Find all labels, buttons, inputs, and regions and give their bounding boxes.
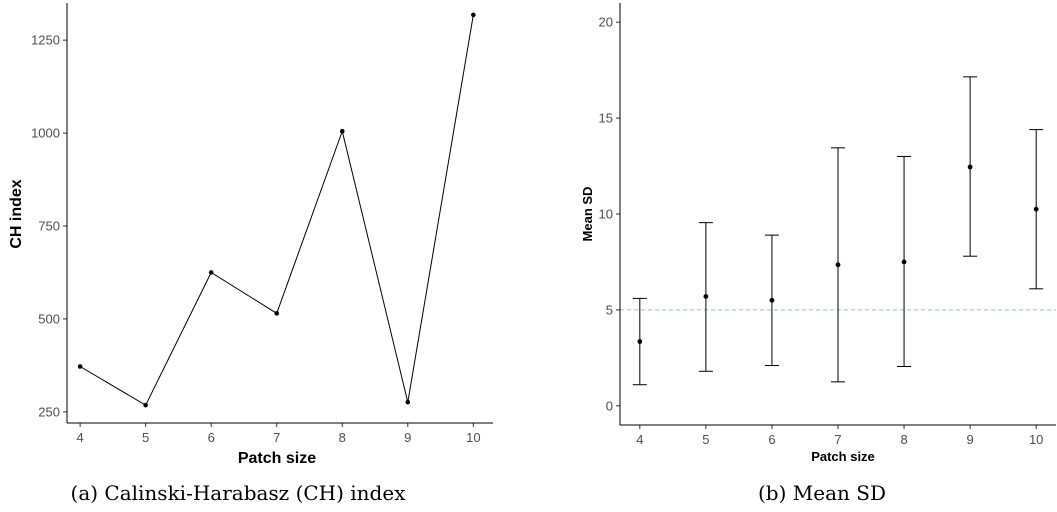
sd-x-tick-label: 7 bbox=[834, 432, 841, 447]
mean-sd-point bbox=[769, 297, 775, 303]
ch-x-tick-label: 5 bbox=[142, 430, 149, 445]
ch-x-tick-label: 6 bbox=[208, 430, 215, 445]
panel-a: 4 5 6 7 8 9 10 250 500 750 1000 1250 Patch size CH … bbox=[8, 3, 493, 505]
mean-sd-point bbox=[967, 164, 973, 170]
ch-y-tick-label: 1000 bbox=[31, 126, 60, 141]
ch-y-tick-label: 500 bbox=[38, 311, 60, 326]
ch-x-tick-label: 8 bbox=[339, 430, 346, 445]
panel-b: 4 5 6 7 8 9 10 0 5 10 15 20 Patch size Mean SD (b) … bbox=[580, 3, 1056, 505]
sd-x-tick-label: 10 bbox=[1029, 432, 1043, 447]
sd-x-tick-label: 8 bbox=[900, 432, 907, 447]
ch-data-point bbox=[143, 402, 148, 408]
mean-sd-point bbox=[703, 294, 709, 299]
mean-sd-point bbox=[637, 339, 643, 344]
ch-data-point bbox=[405, 399, 411, 405]
ch-data-point bbox=[274, 311, 280, 316]
sd-y-tick-label: 10 bbox=[599, 207, 613, 222]
ch-x-tick-label: 4 bbox=[76, 430, 83, 445]
sd-y-tick-label: 5 bbox=[606, 302, 613, 317]
sd-x-axis-title: Patch size bbox=[811, 449, 875, 464]
ch-y-axis-title: CH index bbox=[8, 179, 25, 248]
mean-sd-errorbar-chart: 4 5 6 7 8 9 10 0 5 10 15 20 bbox=[599, 15, 1056, 447]
sd-y-axis-title: Mean SD bbox=[580, 187, 595, 242]
ch-data-point bbox=[471, 12, 476, 18]
sd-x-tick-label: 6 bbox=[768, 432, 775, 447]
ch-y-tick-label: 750 bbox=[38, 219, 60, 234]
ch-x-tick-label: 10 bbox=[466, 430, 480, 445]
ch-data-point bbox=[77, 364, 83, 369]
sd-y-tick-label: 0 bbox=[606, 398, 613, 413]
sd-y-tick-label: 15 bbox=[599, 111, 613, 126]
ch-y-tick-label: 1250 bbox=[31, 33, 60, 48]
sd-x-tick-label: 9 bbox=[967, 432, 974, 447]
ch-y-tick-label: 250 bbox=[38, 404, 60, 419]
sd-caption: (b) Mean SD bbox=[758, 481, 886, 505]
sd-x-tick-label: 5 bbox=[702, 432, 709, 447]
ch-index-series-line bbox=[79, 14, 474, 406]
sd-y-tick-label: 20 bbox=[599, 15, 613, 30]
ch-data-point bbox=[208, 270, 214, 275]
ch-x-tick-label: 9 bbox=[404, 430, 411, 445]
ch-x-tick-label: 7 bbox=[273, 430, 280, 445]
mean-sd-point bbox=[1033, 206, 1039, 212]
sd-x-tick-label: 4 bbox=[636, 432, 643, 447]
mean-sd-point bbox=[835, 262, 841, 268]
ch-x-axis-title: Patch size bbox=[238, 450, 316, 467]
ch-data-point bbox=[339, 128, 345, 134]
ch-caption: (a) Calinski-Harabasz (CH) index bbox=[71, 481, 407, 505]
ch-index-line-chart: 4 5 6 7 8 9 10 250 500 750 1000 1250 bbox=[31, 12, 481, 445]
mean-sd-point bbox=[901, 259, 907, 265]
